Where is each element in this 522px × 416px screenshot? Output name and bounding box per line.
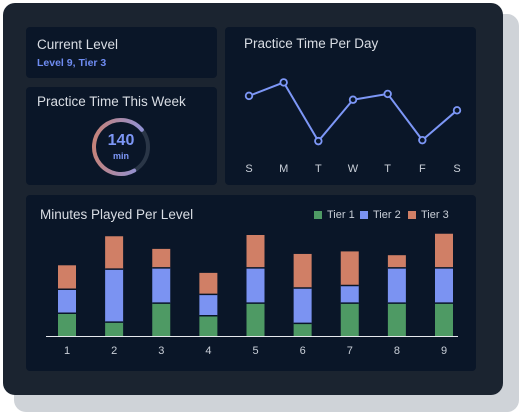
x-tick-label: 2 xyxy=(111,345,117,357)
x-tick-label: 4 xyxy=(205,345,211,357)
practice-week-title: Practice Time This Week xyxy=(37,94,186,109)
x-tick-label: 7 xyxy=(347,345,353,357)
practice-week-value: 140 xyxy=(107,132,135,149)
x-tick-label: T xyxy=(384,163,391,175)
legend-swatch-tier-3 xyxy=(408,211,416,219)
bar-segment-tier-1 xyxy=(340,303,359,336)
bar-segment-tier-1 xyxy=(199,315,218,336)
x-tick-label: S xyxy=(245,163,252,175)
data-point xyxy=(279,78,288,87)
practice-week-unit: min xyxy=(112,151,129,161)
legend-swatch-tier-2 xyxy=(360,211,368,219)
bar-segment-tier-2 xyxy=(152,267,171,304)
minutes-level-chart: 1 2 3 4 5 6 7 8 9 xyxy=(46,233,458,357)
data-point xyxy=(418,135,427,145)
bar-segment-tier-2 xyxy=(387,267,406,304)
data-point xyxy=(348,95,358,104)
bar-segment-tier-3 xyxy=(152,248,171,268)
current-level-title: Current Level xyxy=(37,37,119,52)
bar-segment-tier-1 xyxy=(435,303,453,336)
bar-segment-tier-1 xyxy=(246,303,265,336)
bar-segment-tier-1 xyxy=(387,303,406,336)
bar-segment-tier-2 xyxy=(246,267,265,304)
x-tick-label: 6 xyxy=(300,345,306,357)
bar-segment-tier-3 xyxy=(199,272,218,295)
bar-segment-tier-1 xyxy=(152,303,171,336)
bar-segment-tier-3 xyxy=(435,233,453,268)
x-tick-label: S xyxy=(453,163,460,175)
series-line xyxy=(248,81,458,143)
legend-tier-2: Tier 2 xyxy=(360,209,401,221)
data-point xyxy=(452,106,462,115)
bar-segment-tier-2 xyxy=(199,294,218,316)
x-tick-label: 5 xyxy=(252,345,258,357)
x-tick-label: 9 xyxy=(441,345,447,357)
progress-ring-svg xyxy=(92,118,150,176)
legend-label-tier-3: Tier 3 xyxy=(421,209,449,221)
data-point xyxy=(383,89,392,99)
x-tick-label: M xyxy=(279,163,288,175)
bar-segment-tier-2 xyxy=(293,288,312,324)
data-point xyxy=(244,91,254,101)
practice-day-title: Practice Time Per Day xyxy=(244,36,379,51)
bar-segment-tier-2 xyxy=(58,289,76,314)
current-level-value: Level 9, Tier 3 xyxy=(37,57,107,69)
legend-tier-1: Tier 1 xyxy=(314,209,355,221)
bar-segment-tier-3 xyxy=(105,236,124,270)
x-tick-label: 8 xyxy=(394,345,400,357)
current-level-card: Current Level Level 9, Tier 3 xyxy=(26,27,217,78)
minutes-level-title: Minutes Played Per Level xyxy=(40,207,194,222)
x-tick-label: T xyxy=(315,163,322,175)
x-tick-label: F xyxy=(419,163,426,175)
practice-day-card: S M T W T F S Practice Time Per Day xyxy=(225,27,476,185)
bar-segment-tier-1 xyxy=(293,323,312,336)
bar-segment-tier-2 xyxy=(435,267,453,304)
bar-segment-tier-3 xyxy=(293,253,312,289)
bar-segment-tier-2 xyxy=(105,269,124,323)
bar-segment-tier-3 xyxy=(340,251,359,286)
bar-segment-tier-3 xyxy=(246,235,265,268)
legend-label-tier-1: Tier 1 xyxy=(327,209,355,221)
bar-segment-tier-3 xyxy=(58,265,76,290)
legend-swatch-tier-1 xyxy=(314,211,322,219)
x-tick-label: 1 xyxy=(64,345,70,357)
minutes-level-card: 1 2 3 4 5 6 7 8 9 Minutes Played Per Level Tier … xyxy=(26,195,476,371)
data-point xyxy=(314,136,323,146)
legend-tier-3: Tier 3 xyxy=(408,209,449,221)
progress-ring-fill xyxy=(92,118,150,176)
practice-week-card: Practice Time This Week 140 min xyxy=(26,87,217,185)
bar-segment-tier-3 xyxy=(387,255,406,268)
bar-segment-tier-1 xyxy=(105,322,124,336)
x-tick-label: 3 xyxy=(158,345,164,357)
bar-segment-tier-2 xyxy=(340,285,359,304)
bar-segment-tier-1 xyxy=(58,313,76,336)
progress-ring: 140 min xyxy=(90,116,152,178)
legend-label-tier-2: Tier 2 xyxy=(373,209,401,221)
x-tick-label: W xyxy=(348,163,359,175)
